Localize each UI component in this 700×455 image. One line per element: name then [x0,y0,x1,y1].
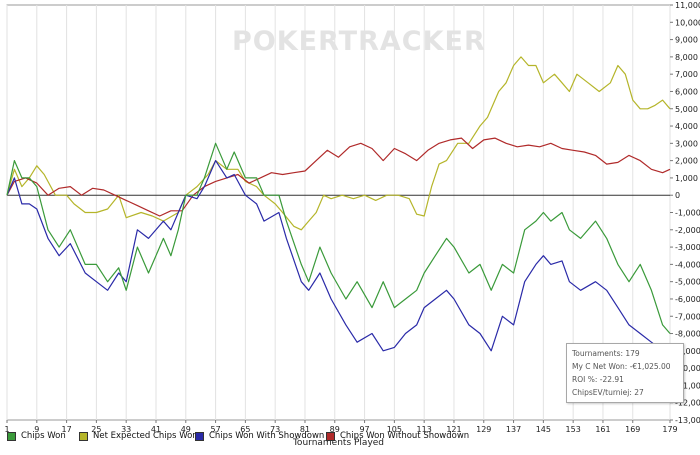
y-tick-label: -5,000 [675,278,700,287]
legend: Chips Won Net Expected Chips Won Chips W… [0,427,700,447]
y-tick-label: 11,000 [675,1,700,10]
plot-area [6,4,671,421]
x-tick-label: 89 [330,425,340,434]
y-tick-label: 0 [675,191,680,200]
tooltip-tournaments: Tournaments: 179 [572,349,640,358]
legend-label-net-expected: Net Expected Chips Won [93,431,198,441]
y-tick-label: -12,000 [675,399,700,408]
y-tick-label: 7,000 [675,70,698,79]
x-tick-label: 33 [121,425,131,434]
x-tick-label: 179 [662,425,677,434]
x-tick-label: 161 [595,425,610,434]
y-tick-label: -11,000 [675,381,700,390]
y-tick-label: -10,000 [675,364,700,373]
watermark-logo: POKERTRACKER [232,26,485,57]
tooltip-chipsev: ChipsEV/turniej: 27 [572,388,644,397]
x-tick-label: 25 [91,425,101,434]
legend-label-with-showdown: Chips Won With Showdown [209,431,325,441]
legend-swatch-with-showdown [195,431,204,441]
x-tick-label: 1 [4,425,9,434]
hover-tooltip: Tournaments: 179 My C Net Won: -€1,025.0… [566,343,684,403]
y-tick-label: -8,000 [675,330,700,339]
y-tick-label: -1,000 [675,209,700,218]
x-tick-label: 17 [62,425,72,434]
y-tick-label: 1,000 [675,174,698,183]
y-tick-label: -13,000 [675,416,700,425]
y-tick-label: 9,000 [675,36,698,45]
y-tick-label: 5,000 [675,105,698,114]
x-tick-label: 105 [387,425,402,434]
y-tick-label: 8,000 [675,53,698,62]
y-tick-label: 4,000 [675,122,698,131]
y-tick-label: 6,000 [675,87,698,96]
x-tick-label: 137 [506,425,521,434]
y-tick-label: 2,000 [675,157,698,166]
y-tick-label: -2,000 [675,226,700,235]
x-tick-label: 9 [34,425,39,434]
y-tick-label: 10,000 [675,18,700,27]
x-tick-label: 129 [476,425,491,434]
tooltip-net-won: My C Net Won: -€1,025.00 [572,362,671,371]
y-tick-label: -4,000 [675,260,700,269]
legend-item-net-expected[interactable]: Net Expected Chips Won [79,431,198,441]
legend-label-chips-won: Chips Won [21,431,66,441]
series-line-chips-won [6,142,671,334]
y-tick-label: -9,000 [675,347,700,356]
legend-swatch-net-expected [79,431,88,441]
series-line-net-expected-chips-won [6,56,671,231]
x-tick-label: 97 [359,425,369,434]
x-tick-label: 121 [446,425,461,434]
x-tick-label: 113 [417,425,432,434]
legend-swatch-without-showdown [326,431,335,441]
watermark-text: POKERTRACKER [232,26,486,57]
x-tick-label: 153 [566,425,581,434]
x-tick-label: 73 [270,425,280,434]
y-tick-label: 3,000 [675,139,698,148]
y-tick-label: -6,000 [675,295,700,304]
legend-label-without-showdown: Chips Won Without Showdown [340,431,470,441]
series-line-chips-won-with-showdown [6,160,671,369]
legend-swatch-chips-won [7,431,16,441]
tooltip-roi: ROI %: -22.91 [572,375,624,384]
x-tick-label: 145 [536,425,551,434]
x-axis-title: Tournaments Played [292,438,384,448]
legend-item-chips-won[interactable]: Chips Won [7,431,66,441]
x-tick-label: 169 [625,425,640,434]
legend-item-without-showdown[interactable]: Chips Won Without Showdown [326,431,469,441]
x-tick-label: 65 [240,425,250,434]
x-tick-label: 49 [181,425,191,434]
y-tick-label: -3,000 [675,243,700,252]
x-tick-label: 81 [300,425,310,434]
x-tick-label: 41 [151,425,161,434]
legend-item-with-showdown[interactable]: Chips Won With Showdown [195,431,324,441]
series-line-chips-won-without-showdown [6,137,671,217]
x-tick-label: 57 [210,425,220,434]
y-tick-label: -7,000 [675,312,700,321]
